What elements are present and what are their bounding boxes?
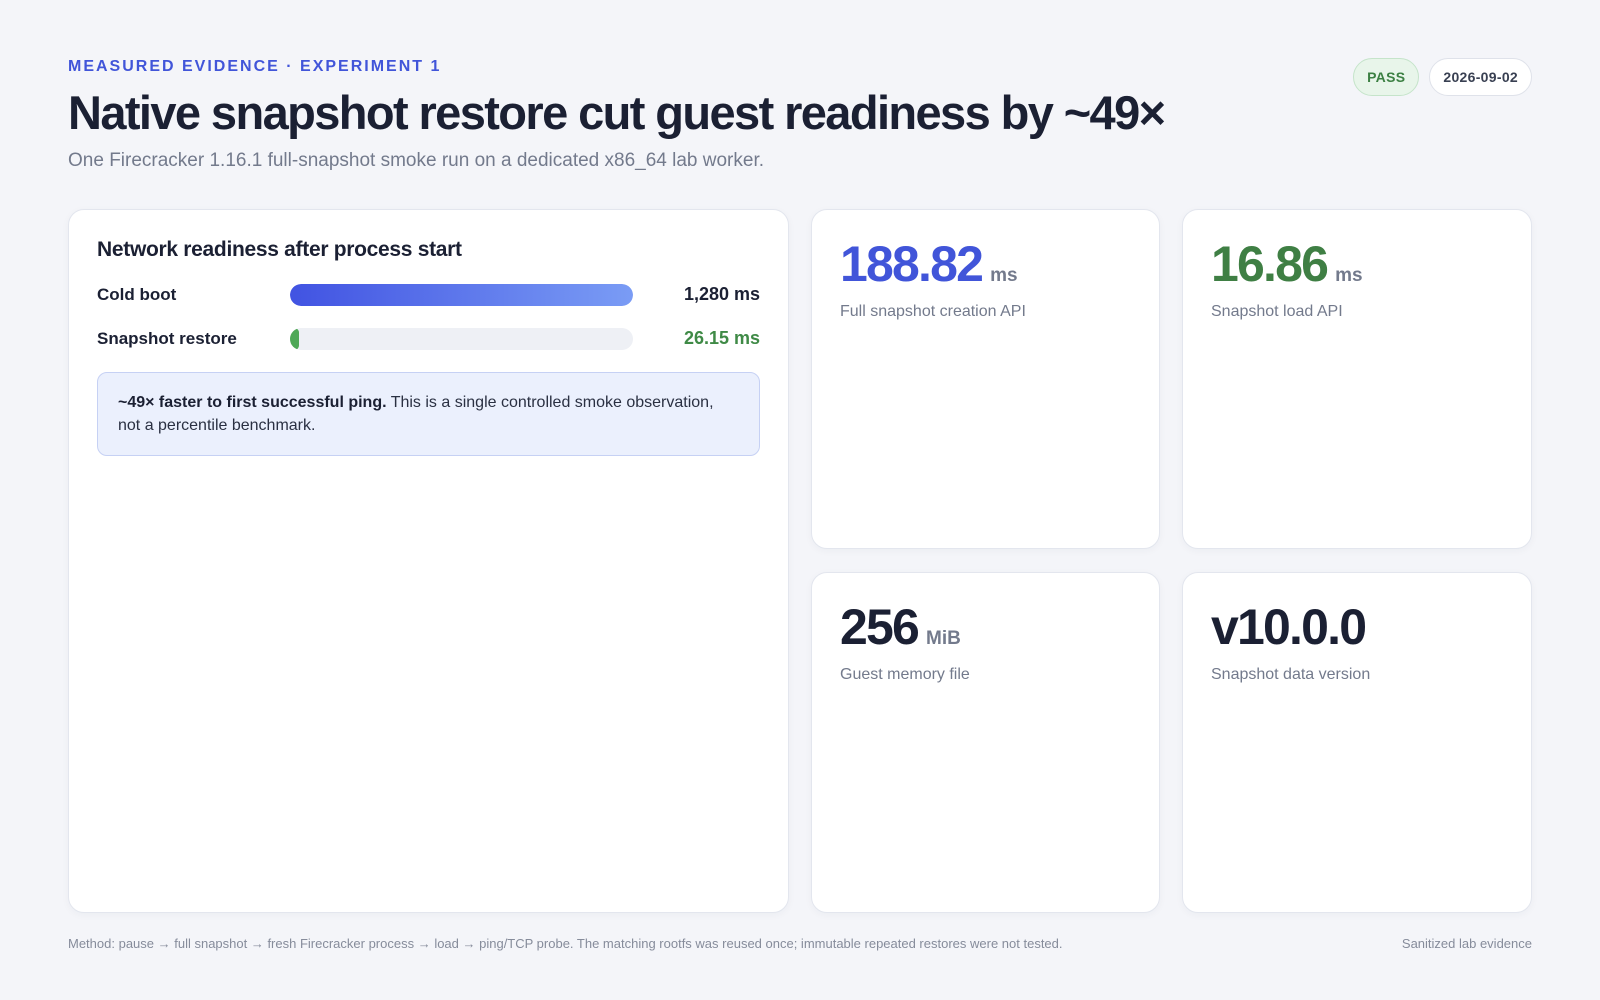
stat-line: v10.0.0 bbox=[1211, 601, 1503, 654]
method-note: Method: pause → full snapshot → fresh Fi… bbox=[68, 936, 1063, 951]
stat-unit: ms bbox=[990, 265, 1018, 286]
date-badge: 2026-09-02 bbox=[1429, 58, 1532, 96]
bar-track bbox=[290, 284, 633, 306]
bar-track bbox=[290, 328, 633, 350]
status-badge: PASS bbox=[1353, 58, 1420, 96]
stat-value: 188.82 bbox=[840, 236, 984, 292]
stat-value: 256 bbox=[840, 599, 920, 655]
stat-card-snapshot-creation: 188.82 ms Full snapshot creation API bbox=[811, 209, 1160, 549]
stat-value: 16.86 bbox=[1211, 236, 1329, 292]
bar-row-snapshot-restore: Snapshot restore 26.15 ms bbox=[97, 327, 760, 351]
readiness-card: Network readiness after process start Co… bbox=[68, 209, 789, 913]
evidence-note: Sanitized lab evidence bbox=[1401, 936, 1532, 951]
stat-label: Guest memory file bbox=[840, 665, 970, 683]
stat-line: 16.86 ms bbox=[1211, 238, 1503, 291]
stat-label: Snapshot data version bbox=[1211, 665, 1371, 683]
speedup-callout: ~49× faster to first successful ping. Th… bbox=[97, 372, 760, 457]
stat-unit: MiB bbox=[926, 628, 961, 649]
page-subtitle: One Firecracker 1.16.1 full-snapshot smo… bbox=[68, 150, 764, 172]
stat-card-snapshot-load: 16.86 ms Snapshot load API bbox=[1182, 209, 1532, 549]
bar-row-cold-boot: Cold boot 1,280 ms bbox=[97, 283, 760, 307]
page-header: Measured evidence · Experiment 1 Native … bbox=[68, 58, 1532, 172]
bar-value: 1,280 ms bbox=[683, 284, 760, 304]
readiness-card-title: Network readiness after process start bbox=[97, 238, 462, 261]
callout-strong: ~49× faster to first successful ping. bbox=[118, 394, 387, 411]
bar-label: Snapshot restore bbox=[97, 329, 237, 348]
page-title: Native snapshot restore cut guest readin… bbox=[68, 86, 1166, 139]
eyebrow-label: Measured evidence · Experiment 1 bbox=[68, 58, 442, 75]
bar-fill-snapshot-restore bbox=[290, 328, 299, 350]
stat-label: Snapshot load API bbox=[1211, 302, 1343, 320]
stat-card-guest-memory: 256 MiB Guest memory file bbox=[811, 572, 1160, 913]
stat-value: v10.0.0 bbox=[1211, 599, 1367, 655]
bar-fill-cold-boot bbox=[290, 284, 633, 306]
stat-label: Full snapshot creation API bbox=[840, 302, 1026, 320]
page-footer: Method: pause → full snapshot → fresh Fi… bbox=[68, 936, 1532, 951]
header-badges: PASS 2026-09-02 bbox=[1353, 58, 1532, 96]
stat-card-snapshot-version: v10.0.0 Snapshot data version bbox=[1182, 572, 1532, 913]
stat-line: 256 MiB bbox=[840, 601, 1131, 654]
stat-line: 188.82 ms bbox=[840, 238, 1131, 291]
bar-label: Cold boot bbox=[97, 285, 177, 304]
bar-value: 26.15 ms bbox=[683, 328, 760, 348]
stat-unit: ms bbox=[1335, 265, 1363, 286]
callout-text: This is a single controlled smoke observ… bbox=[118, 394, 714, 435]
